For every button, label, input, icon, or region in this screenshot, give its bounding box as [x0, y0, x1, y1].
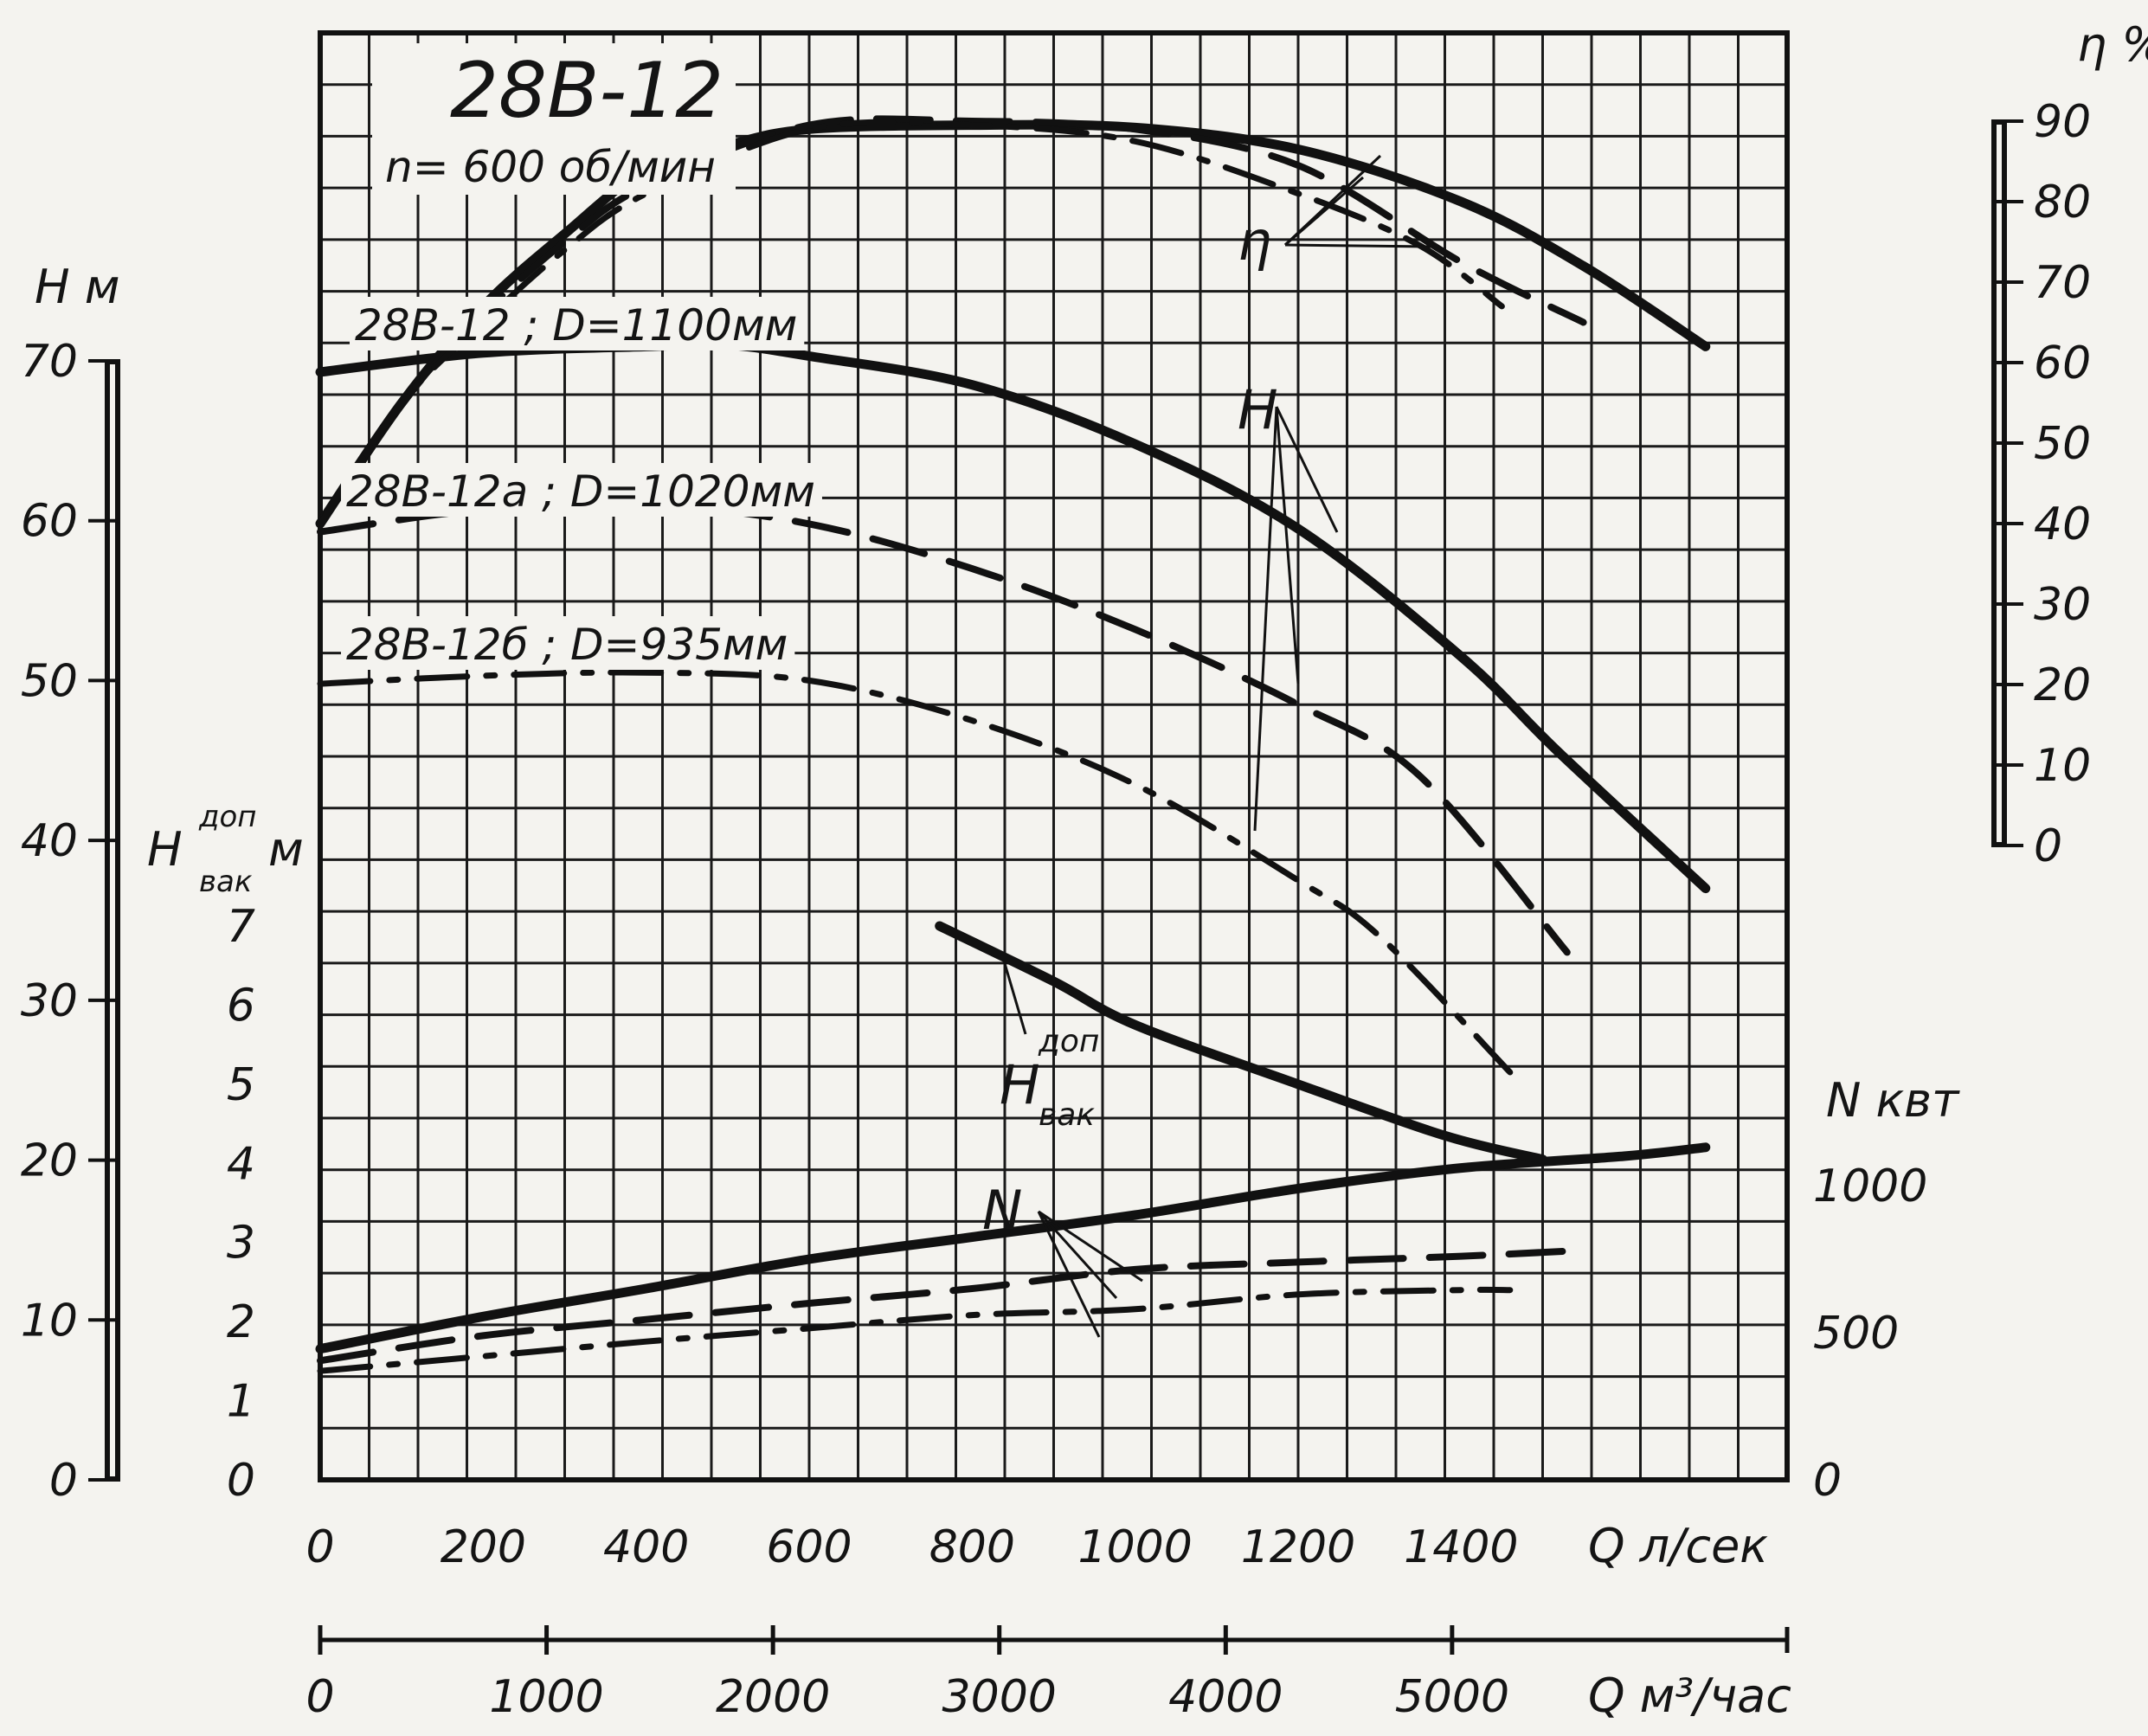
title-background — [372, 43, 736, 195]
title-box: 28В-12 n= 600 об/мин — [372, 43, 736, 195]
flow-axis-m3h-title: Q м³/час — [1588, 1668, 1791, 1723]
vacuum-curve-label-sup: доп — [1038, 1024, 1099, 1059]
leader-lines — [1002, 154, 1433, 1338]
axis-tick-label: 3 — [227, 1218, 255, 1270]
flow-axis-lps-title: Q л/сек — [1588, 1519, 1768, 1573]
axis-tick-label: 0 — [2034, 820, 2062, 872]
axis-tick-label: 6 — [227, 980, 255, 1032]
series-label: 28В-12б ; D=935мм — [346, 620, 788, 670]
vacuum-axis-title-unit: м — [268, 822, 304, 877]
axis-tick-label: 70 — [2034, 257, 2091, 309]
vacuum-curve-label-main: H — [1000, 1053, 1040, 1116]
vacuum-axis-title-sub: вак — [199, 865, 253, 899]
axis-tick-label: 400 — [603, 1521, 689, 1573]
series-vacuum-curve — [935, 921, 1547, 1165]
axis-tick-label: 1000 — [1813, 1161, 1927, 1212]
d1020-head-curve — [317, 500, 1571, 956]
axis-tick-label: 4 — [227, 1138, 255, 1190]
eta-curve-label: η — [1238, 209, 1271, 273]
axis-tick-label: 500 — [1813, 1308, 1899, 1360]
leader-line — [1037, 1211, 1101, 1338]
series-label: 28В-12а ; D=1020мм — [346, 466, 815, 517]
axis-tick-label: 60 — [2034, 338, 2091, 389]
axis-tick-label: 0 — [305, 1671, 334, 1723]
scale-bar-inner — [1997, 125, 2002, 842]
flow-axis-lps: 0 200 400 600 800 1000 1200 1400 — [305, 1521, 1518, 1573]
series-label: 28В-12 ; D=1100мм — [355, 300, 797, 350]
vacuum-curve-label: H доп вак — [1000, 1024, 1099, 1133]
axis-tick-label: 30 — [2034, 579, 2091, 631]
leader-line — [1284, 243, 1433, 248]
plot-frame — [318, 30, 1790, 1482]
axis-tick-label: 90 — [2034, 96, 2091, 148]
axis-tick-label: 0 — [305, 1521, 334, 1573]
scale-bar-inner — [110, 364, 115, 1476]
axis-tick-label: 0 — [1813, 1455, 1842, 1507]
leader-line — [1275, 406, 1300, 685]
axis-tick-label: 5 — [227, 1059, 255, 1111]
leader-line — [1275, 406, 1339, 533]
axis-tick-label: 7 — [227, 901, 255, 953]
vacuum-curve-label-sub: вак — [1039, 1097, 1095, 1133]
curve-annotations: η H N H доп вак — [982, 154, 1433, 1338]
efficiency-axis-title: η % — [2077, 17, 2148, 72]
axis-tick-label: 1200 — [1241, 1521, 1355, 1573]
axis-tick-label: 30 — [21, 975, 78, 1027]
axis-tick-label: 10 — [21, 1295, 78, 1347]
power-curve-label: N — [982, 1179, 1022, 1242]
axis-tick-label: 20 — [2034, 659, 2091, 711]
head-axis: 0 10 20 30 40 50 60 70 — [21, 336, 120, 1507]
axis-tick-label: 70 — [21, 336, 78, 388]
axis-tick-label: 10 — [2034, 740, 2091, 792]
axis-tick-label: 0 — [49, 1455, 78, 1507]
vacuum-axis-title: H доп вак м — [147, 800, 304, 899]
axis-tick-label: 800 — [929, 1521, 1015, 1573]
vacuum-axis-title-main: H — [147, 822, 183, 877]
d1020-power-curve — [317, 1246, 1587, 1365]
power-axis: 0 500 1000 — [1813, 1161, 1927, 1507]
axis-tick-label: 2000 — [716, 1671, 830, 1723]
axis-tick-label: 5000 — [1395, 1671, 1509, 1723]
axis-tick-label: 1400 — [1404, 1521, 1518, 1573]
axis-tick-label: 50 — [2034, 418, 2091, 470]
vacuum-axis: 0 1 2 3 4 5 6 7 — [227, 901, 255, 1507]
efficiency-axis: 0 10 20 30 40 50 60 70 80 90 — [1991, 96, 2091, 872]
leader-line — [1002, 960, 1027, 1035]
axis-tick-label: 0 — [227, 1455, 255, 1507]
series-label-background — [350, 297, 805, 350]
series-label-background — [341, 463, 822, 517]
flow-axis-m3h: 0 1000 2000 3000 4000 5000 — [305, 1625, 1790, 1723]
axis-tick-label: 20 — [21, 1135, 78, 1187]
axis-tick-label: 2 — [227, 1296, 255, 1348]
axis-tick-label: 1 — [227, 1376, 255, 1428]
vacuum-axis-title-sup: доп — [198, 800, 257, 834]
head-curve-label: H — [1238, 378, 1278, 441]
series-label-background — [341, 616, 795, 670]
axis-tick-label: 1000 — [489, 1671, 603, 1723]
chart-subtitle: n= 600 об/мин — [385, 142, 716, 192]
head-axis-title: H м — [35, 260, 120, 314]
leader-line — [1253, 406, 1278, 832]
chart-title: 28В-12 — [450, 46, 724, 135]
d1100-power-curve — [315, 1142, 1711, 1354]
leader-line — [1038, 1210, 1143, 1283]
curves: 28В-12 ; D=1100мм 28В-12а ; D=1020мм 28В-1… — [315, 115, 1711, 1374]
leader-line — [1284, 176, 1364, 247]
d935-head-curve — [317, 669, 1514, 1076]
axis-tick-label: 40 — [2034, 498, 2091, 550]
axis-tick-label: 1000 — [1077, 1521, 1192, 1573]
axis-tick-label: 600 — [766, 1521, 852, 1573]
axis-tick-label: 50 — [21, 655, 78, 707]
power-axis-title: N квт — [1826, 1073, 1960, 1128]
axis-tick-label: 80 — [2034, 177, 2091, 228]
d935-power-curve — [317, 1286, 1514, 1374]
axis-tick-label: 200 — [441, 1521, 526, 1573]
axis-tick-label: 40 — [21, 815, 78, 867]
axis-tick-label: 60 — [21, 496, 78, 548]
axis-tick-label: 4000 — [1168, 1671, 1283, 1723]
axis-tick-label: 3000 — [942, 1671, 1057, 1723]
leader-line — [1037, 1210, 1118, 1300]
